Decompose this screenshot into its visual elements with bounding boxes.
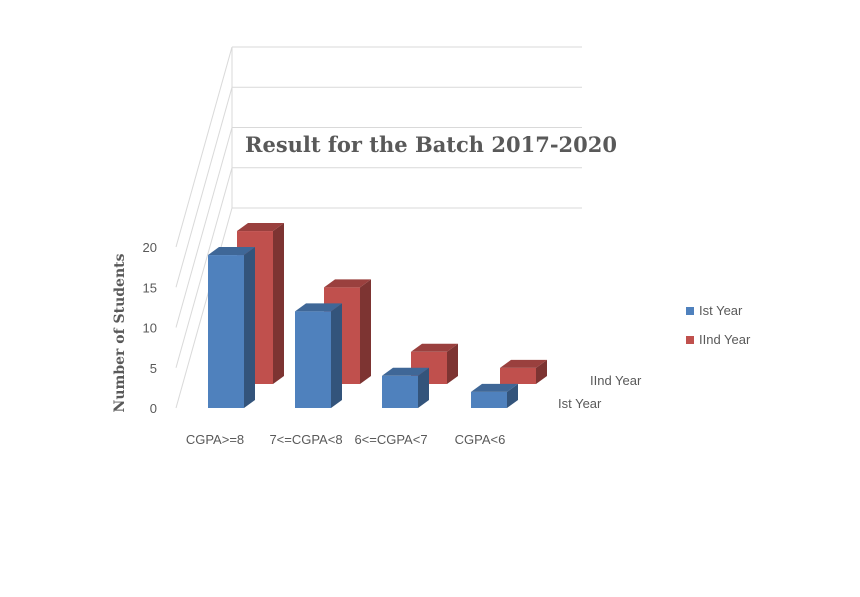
- category-label: CGPA<6: [455, 432, 506, 447]
- bar-series-1-front: [471, 391, 507, 408]
- legend: Ist Year IInd Year: [686, 303, 751, 347]
- bars: [208, 223, 547, 408]
- gridline-depth: [175, 207, 233, 409]
- bar-series-1: [208, 247, 255, 408]
- y-tick-label: 0: [150, 401, 157, 416]
- bar-series-1-top: [208, 247, 255, 256]
- gridline-depth: [175, 167, 233, 368]
- bar-series-2-front: [500, 367, 536, 384]
- bar-series-2: [500, 359, 547, 384]
- bar-series-1-front: [295, 311, 331, 408]
- category-label: CGPA>=8: [186, 432, 244, 447]
- y-tick-label: 15: [143, 280, 157, 295]
- y-axis-label: Number of Students: [112, 253, 128, 412]
- bar-series-1: [382, 367, 429, 408]
- chart-title: Result for the Batch 2017-2020: [245, 132, 617, 157]
- bar-series-2-side: [536, 359, 547, 384]
- bar-series-2-side: [273, 223, 284, 384]
- depth-label-front: Ist Year: [558, 396, 602, 411]
- x-axis-categories: CGPA>=8 7<=CGPA<8 6<=CGPA<7 CGPA<6: [186, 432, 506, 447]
- gridline-depth: [175, 87, 233, 288]
- legend-label: IInd Year: [699, 332, 751, 347]
- y-tick-label: 10: [143, 321, 157, 336]
- bar-series-1-top: [382, 367, 429, 376]
- depth-axis-labels: IInd Year Ist Year: [558, 373, 642, 411]
- legend-swatch: [686, 307, 694, 315]
- bar-series-1-side: [244, 247, 255, 408]
- bar-series-1-front: [382, 375, 418, 408]
- legend-label: Ist Year: [699, 303, 743, 318]
- y-tick-label: 5: [150, 361, 157, 376]
- bar-series-1-side: [331, 303, 342, 408]
- depth-label-back: IInd Year: [590, 373, 642, 388]
- bar-series-2-side: [447, 343, 458, 384]
- bar-series-2-top: [500, 359, 547, 368]
- bar-series-1-side: [507, 383, 518, 408]
- bar-series-1-top: [471, 383, 518, 392]
- y-tick-label: 20: [143, 240, 157, 255]
- gridlines: [175, 46, 582, 409]
- gridline-depth: [175, 127, 233, 328]
- bar-series-1: [471, 383, 518, 408]
- bar-series-1-front: [208, 255, 244, 408]
- bar-series-1: [295, 303, 342, 408]
- bar-series-1-top: [295, 303, 342, 312]
- category-label: 6<=CGPA<7: [354, 432, 427, 447]
- bar-series-2-top: [237, 223, 284, 232]
- bar-series-2-top: [411, 343, 458, 352]
- category-label: 7<=CGPA<8: [269, 432, 342, 447]
- bar-series-1-side: [418, 367, 429, 408]
- legend-swatch: [686, 336, 694, 344]
- bar-series-2-top: [324, 279, 371, 288]
- y-axis-ticks: 0 5 10 15 20: [143, 240, 157, 416]
- bar-series-2-side: [360, 279, 371, 384]
- gridline-depth: [175, 46, 233, 248]
